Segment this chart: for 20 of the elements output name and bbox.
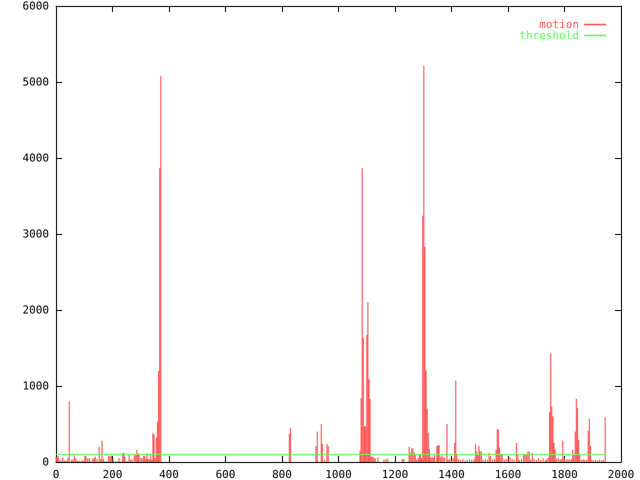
y-tick-label: 4000 [22,152,49,164]
x-tick-label: 800 [272,468,292,480]
y-tick-label: 3000 [22,228,49,240]
y-tick-label: 6000 [22,0,49,12]
y-tick-label: 1000 [22,380,49,392]
legend-label: motion [539,18,579,31]
x-tick-label: 1200 [382,468,408,480]
x-tick-label: 200 [102,468,122,480]
y-tick-label: 2000 [22,304,49,316]
x-tick-label: 1600 [494,468,522,480]
x-tick-label: 2000 [608,468,634,480]
x-tick-label: 1000 [325,468,352,480]
y-tick-label: 0 [42,456,49,468]
legend-label: threshold [519,29,579,42]
x-tick-label: 1800 [551,468,578,480]
y-tick-label: 5000 [22,76,49,88]
x-tick-label: 600 [216,468,236,480]
x-tick-label: 400 [159,468,179,480]
x-tick-label: 0 [52,468,60,480]
x-tick-label: 1400 [438,468,465,480]
